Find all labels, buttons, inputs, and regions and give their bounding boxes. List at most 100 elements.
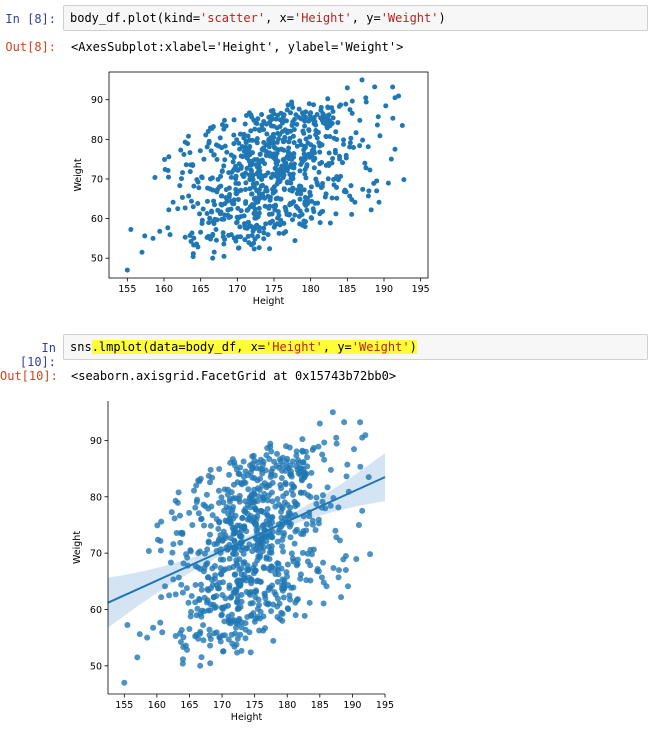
data-point — [260, 182, 266, 188]
data-point — [374, 188, 380, 194]
data-point — [270, 190, 276, 196]
data-point — [198, 229, 204, 235]
data-point — [261, 225, 267, 231]
data-point — [357, 419, 364, 426]
data-point — [272, 156, 278, 162]
code-string: 'scatter' — [200, 11, 266, 25]
data-point — [191, 183, 197, 189]
data-point — [298, 156, 304, 162]
data-point — [214, 189, 220, 195]
data-point — [283, 569, 290, 576]
data-point — [292, 612, 299, 619]
data-point — [245, 207, 251, 213]
data-point — [166, 592, 173, 599]
data-point — [342, 567, 349, 574]
data-point — [305, 492, 312, 499]
data-point — [205, 128, 211, 134]
data-point — [197, 211, 203, 217]
data-point — [290, 133, 296, 139]
data-point — [191, 235, 197, 241]
data-point — [274, 450, 281, 457]
data-point — [216, 519, 223, 526]
data-point — [234, 219, 240, 225]
data-point — [311, 115, 317, 121]
code-token: ) — [409, 340, 417, 354]
data-point — [287, 534, 294, 541]
data-point — [348, 135, 354, 141]
data-point — [311, 165, 317, 171]
data-point — [261, 173, 267, 179]
data-point — [336, 537, 343, 544]
data-point — [290, 491, 297, 498]
data-point — [363, 165, 369, 171]
data-point — [266, 211, 272, 217]
data-point — [207, 660, 214, 667]
data-point — [207, 636, 214, 643]
data-point — [227, 535, 234, 542]
data-point — [245, 219, 251, 225]
data-point — [204, 234, 210, 240]
data-point — [256, 245, 262, 251]
data-point — [222, 236, 228, 242]
data-point — [279, 543, 286, 550]
data-point — [333, 129, 339, 135]
data-point — [317, 211, 323, 217]
data-point — [285, 513, 292, 520]
data-point — [222, 157, 228, 163]
data-point — [243, 528, 250, 535]
data-point — [235, 245, 241, 251]
data-point — [385, 180, 391, 186]
data-point — [124, 267, 130, 273]
data-point — [239, 144, 245, 150]
data-point — [262, 532, 269, 539]
data-point — [292, 238, 298, 244]
data-point — [178, 176, 184, 182]
data-point — [320, 559, 327, 566]
code-input-cell-10[interactable]: sns.lmplot(data=body_df, x='Height', y='… — [63, 334, 648, 360]
data-point — [254, 498, 261, 505]
data-point — [207, 642, 214, 649]
data-point — [392, 95, 398, 101]
data-point — [242, 237, 248, 243]
data-point — [245, 233, 251, 239]
data-point — [271, 144, 277, 150]
data-point — [274, 221, 280, 227]
data-point — [243, 180, 249, 186]
data-point — [251, 504, 258, 511]
data-point — [302, 448, 309, 455]
data-point — [306, 483, 313, 490]
data-point — [312, 526, 319, 533]
data-point — [275, 112, 281, 118]
code-string: 'Weight' — [380, 11, 439, 25]
data-point — [235, 196, 241, 202]
data-point — [287, 504, 294, 511]
data-point — [255, 493, 262, 500]
data-point — [279, 120, 285, 126]
data-point — [300, 530, 307, 537]
y-tick-label: 60 — [91, 214, 103, 225]
data-point — [226, 170, 232, 176]
data-point — [302, 118, 308, 124]
data-point — [183, 162, 189, 168]
data-point — [188, 198, 194, 204]
data-point — [319, 492, 326, 499]
data-point — [249, 232, 255, 238]
data-point — [366, 188, 372, 194]
data-point — [269, 479, 276, 486]
input-prompt-8: In [8]: — [5, 12, 56, 26]
data-point — [235, 167, 241, 173]
data-point — [276, 136, 282, 142]
data-point — [241, 523, 248, 530]
data-point — [224, 198, 230, 204]
data-point — [157, 619, 164, 626]
data-point — [196, 185, 202, 191]
data-point — [209, 175, 215, 181]
data-point — [291, 127, 297, 133]
data-point — [266, 205, 272, 211]
data-point — [304, 558, 311, 565]
code-input-cell-8[interactable]: body_df.plot(kind='scatter', x='Height',… — [63, 5, 648, 31]
data-point — [192, 599, 199, 606]
data-point — [182, 205, 188, 211]
lmplot-chart: 155 160 165 170 175 180 185 190 195 50 60 70 80 90 Hei… — [72, 401, 394, 723]
data-point — [313, 501, 320, 508]
